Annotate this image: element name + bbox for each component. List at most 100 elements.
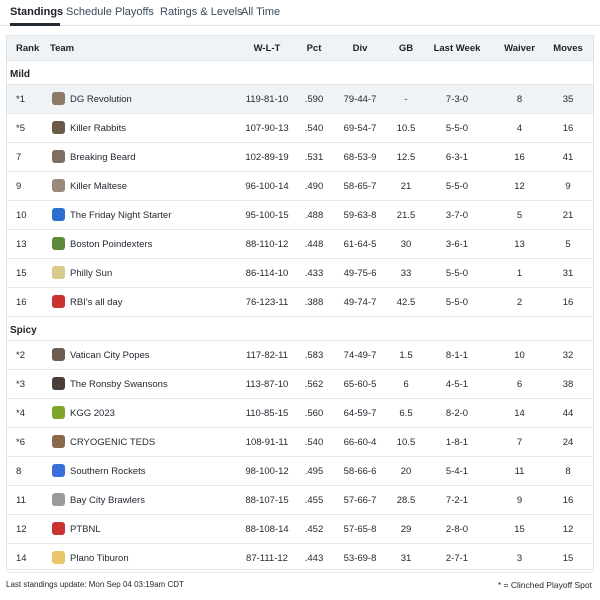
table-row[interactable]: *6 108-91-11 .540 66-60-4 10.5 1-8-1 7 24 CRYOGE… <box>7 428 593 457</box>
waiver-cell: 5 <box>516 210 523 221</box>
rank-cell: 10 <box>16 210 27 221</box>
table-row[interactable]: *4 110-85-15 .560 64-59-7 6.5 8-2-0 14 44 KGG 20… <box>7 399 593 428</box>
column-team[interactable]: Team <box>50 43 75 54</box>
tab-playoffs[interactable]: Playoffs <box>115 6 154 18</box>
table-row[interactable]: 14 87-111-12 .443 53-69-8 31 2-7-1 3 15 Plano Ti… <box>7 544 593 573</box>
group-header: Spicy <box>7 317 593 341</box>
team-name-link[interactable]: RBI's all day <box>70 297 123 308</box>
moves-cell: 41 <box>562 152 574 163</box>
team-name-link[interactable]: Vatican City Popes <box>70 350 150 361</box>
table-row[interactable]: *5 107-90-13 .540 69-54-7 10.5 5-5-0 4 16 Killer… <box>7 114 593 143</box>
team-logo-icon[interactable] <box>52 377 65 390</box>
wlt-cell: 95-100-15 <box>245 210 289 221</box>
waiver-cell: 6 <box>516 379 523 390</box>
team-name-link[interactable]: Boston Poindexters <box>70 239 153 250</box>
rank-cell: *4 <box>16 408 25 419</box>
div-cell: 58-65-7 <box>343 181 377 192</box>
team-name-link[interactable]: Bay City Brawlers <box>70 495 145 506</box>
team-logo-icon[interactable] <box>52 150 65 163</box>
team-name-link[interactable]: Killer Rabbits <box>70 123 126 134</box>
rank-cell: *5 <box>16 123 25 134</box>
tab-standings[interactable]: Standings <box>10 6 64 18</box>
column-div[interactable]: Div <box>352 43 368 54</box>
rank-cell: *1 <box>16 94 25 105</box>
table-row[interactable]: *3 113-87-10 .562 65-60-5 6 4-5-1 6 38 The Ronsb… <box>7 370 593 399</box>
team-logo-icon[interactable] <box>52 92 65 105</box>
table-row[interactable]: *1 119-81-10 .590 79-44-7 - 7-3-0 8 35 DG Revolu… <box>7 85 593 114</box>
rank-cell: 15 <box>16 268 27 279</box>
team-logo-icon[interactable] <box>52 522 65 535</box>
moves-cell: 44 <box>562 408 574 419</box>
tab-schedule[interactable]: Schedule <box>66 6 112 18</box>
team-name-link[interactable]: KGG 2023 <box>70 408 115 419</box>
team-name-link[interactable]: Southern Rockets <box>70 466 146 477</box>
team-logo-icon[interactable] <box>52 551 65 564</box>
team-logo-icon[interactable] <box>52 406 65 419</box>
pct-cell: .433 <box>304 268 324 279</box>
column-rank[interactable]: Rank <box>16 43 40 54</box>
pct-cell: .448 <box>304 239 324 250</box>
team-logo-icon[interactable] <box>52 493 65 506</box>
table-row[interactable]: 11 88-107-15 .455 57-66-7 28.5 7-2-1 9 16 Bay Ci… <box>7 486 593 515</box>
team-logo-icon[interactable] <box>52 208 65 221</box>
team-logo-icon[interactable] <box>52 464 65 477</box>
table-row[interactable]: 16 76-123-11 .388 49-74-7 42.5 5-5-0 2 16 RBI's … <box>7 288 593 317</box>
column-waiver[interactable]: Waiver <box>504 43 535 54</box>
tab-ratings-levels[interactable]: Ratings & Levels <box>160 6 243 18</box>
table-row[interactable]: 15 86-114-10 .433 49-75-6 33 5-5-0 1 31 Philly S… <box>7 259 593 288</box>
group-name: Spicy <box>10 325 37 336</box>
div-cell: 64-59-7 <box>343 408 377 419</box>
column-last-week[interactable]: Last Week <box>433 43 481 54</box>
table-row[interactable]: 10 95-100-15 .488 59-63-8 21.5 3-7-0 5 21 The Fr… <box>7 201 593 230</box>
team-logo-icon[interactable] <box>52 295 65 308</box>
column-pct[interactable]: Pct <box>306 43 322 54</box>
team-name-link[interactable]: Philly Sun <box>70 268 113 279</box>
div-cell: 68-53-9 <box>343 152 377 163</box>
div-cell: 65-60-5 <box>343 379 377 390</box>
team-name-link[interactable]: The Friday Night Starter <box>70 210 172 221</box>
team-logo-icon[interactable] <box>52 179 65 192</box>
table-row[interactable]: *2 117-82-11 .583 74-49-7 1.5 8-1-1 10 32 Vatica… <box>7 341 593 370</box>
table-row[interactable]: 8 98-100-12 .495 58-66-6 20 5-4-1 11 8 Southern … <box>7 457 593 486</box>
team-name-link[interactable]: The Ronsby Swansons <box>70 379 168 390</box>
rank-cell: 11 <box>16 495 26 506</box>
column-wlt[interactable]: W-L-T <box>253 43 281 54</box>
gb-cell: 29 <box>400 524 412 535</box>
wlt-cell: 96-100-14 <box>245 181 289 192</box>
gb-cell: 10.5 <box>396 437 416 448</box>
column-gb[interactable]: GB <box>398 43 414 54</box>
gb-cell: 12.5 <box>396 152 416 163</box>
pct-cell: .495 <box>304 466 324 477</box>
moves-cell: 16 <box>562 495 574 506</box>
column-moves[interactable]: Moves <box>553 43 583 54</box>
div-cell: 61-64-5 <box>343 239 377 250</box>
pct-cell: .455 <box>304 495 324 506</box>
last-week-cell: 6-3-1 <box>445 152 469 163</box>
team-name-link[interactable]: PTBNL <box>70 524 101 535</box>
team-name-link[interactable]: CRYOGENIC TEDS <box>70 437 156 448</box>
waiver-cell: 3 <box>516 553 523 564</box>
pct-cell: .562 <box>304 379 324 390</box>
table-row[interactable]: 9 96-100-14 .490 58-65-7 21 5-5-0 12 9 Killer Ma… <box>7 172 593 201</box>
team-logo-icon[interactable] <box>52 121 65 134</box>
team-logo-icon[interactable] <box>52 348 65 361</box>
table-row[interactable]: 13 88-110-12 .448 61-64-5 30 3-6-1 13 5 Boston P… <box>7 230 593 259</box>
team-name-link[interactable]: Plano Tiburon <box>70 553 129 564</box>
team-logo-icon[interactable] <box>52 237 65 250</box>
tab-all-time[interactable]: All Time <box>241 6 281 18</box>
rank-cell: 8 <box>16 466 22 477</box>
last-update-text: Last standings update: Mon Sep 04 03:19a… <box>6 580 184 589</box>
team-logo-icon[interactable] <box>52 266 65 279</box>
last-week-cell: 5-5-0 <box>445 123 469 134</box>
team-name-link[interactable]: Killer Maltese <box>70 181 128 192</box>
team-name-link[interactable]: DG Revolution <box>70 94 132 105</box>
standings-table: Rank Team W-L-T Pct Div GB Last Week Wai… <box>6 35 594 573</box>
team-name-link[interactable]: Breaking Beard <box>70 152 136 163</box>
table-row[interactable]: 7 102-89-19 .531 68-53-9 12.5 6-3-1 16 41 Breaki… <box>7 143 593 172</box>
moves-cell: 5 <box>565 239 571 250</box>
team-logo-icon[interactable] <box>52 435 65 448</box>
moves-cell: 21 <box>562 210 574 221</box>
last-week-cell: 4-5-1 <box>445 379 469 390</box>
table-row[interactable]: 12 88-108-14 .452 57-65-8 29 2-8-0 15 12 PTBNL <box>7 515 593 544</box>
waiver-cell: 9 <box>516 495 523 506</box>
